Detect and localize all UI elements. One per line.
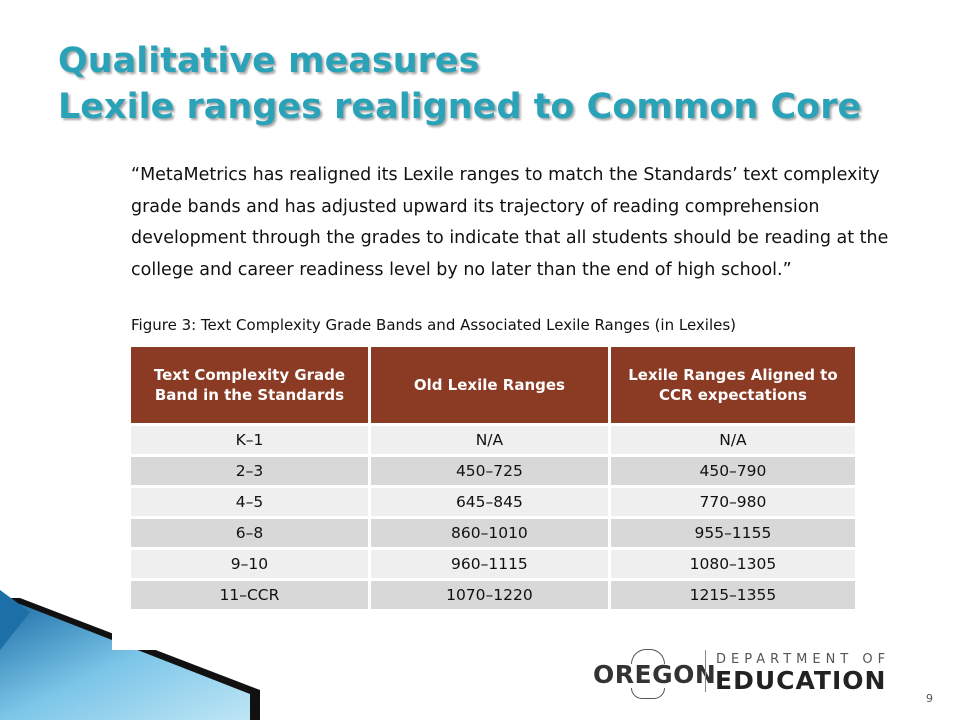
header-grade-band: Text Complexity Grade Band in the Standa…: [131, 347, 368, 423]
logo-department: DEPARTMENT OF: [716, 652, 891, 667]
cell-aligned-range: 955–1155: [610, 519, 855, 547]
header-aligned-ranges: Lexile Ranges Aligned to CCR expectation…: [610, 347, 855, 423]
page-number: 9: [926, 692, 933, 705]
table-row: K–1 N/A N/A: [131, 426, 855, 454]
cell-old-range: N/A: [370, 426, 608, 454]
table-row: 6–8 860–1010 955–1155: [131, 519, 855, 547]
cell-old-range: 860–1010: [370, 519, 608, 547]
cell-old-range: 1070–1220: [370, 581, 608, 609]
quote-text: “MetaMetrics has realigned its Lexile ra…: [131, 165, 889, 280]
slide-title: Qualitative measures Lexile ranges reali…: [58, 38, 918, 130]
logo-education: EDUCATION: [715, 666, 887, 695]
cell-grade-band: 9–10: [131, 550, 368, 578]
title-line-1: Qualitative measures: [58, 41, 480, 81]
cell-old-range: 960–1115: [370, 550, 608, 578]
lexile-table: Text Complexity Grade Band in the Standa…: [128, 344, 858, 612]
title-line-2: Lexile ranges realigned to Common Core: [58, 87, 862, 127]
state-seal-icon-bottom: [631, 688, 665, 699]
logo-oregon: OREGON: [593, 660, 717, 689]
header-old-ranges: Old Lexile Ranges: [370, 347, 608, 423]
cell-grade-band: 2–3: [131, 457, 368, 485]
table-row: 11–CCR 1070–1220 1215–1355: [131, 581, 855, 609]
cell-grade-band: 6–8: [131, 519, 368, 547]
corner-chevron-decoration: [0, 590, 260, 720]
table-row: 9–10 960–1115 1080–1305: [131, 550, 855, 578]
table-row: 4–5 645–845 770–980: [131, 488, 855, 516]
logo-divider: [705, 650, 706, 692]
cell-aligned-range: 450–790: [610, 457, 855, 485]
cell-grade-band: K–1: [131, 426, 368, 454]
table-header-row: Text Complexity Grade Band in the Standa…: [131, 347, 855, 423]
cell-old-range: 450–725: [370, 457, 608, 485]
table-row: 2–3 450–725 450–790: [131, 457, 855, 485]
cell-grade-band: 11–CCR: [131, 581, 368, 609]
cell-aligned-range: 1215–1355: [610, 581, 855, 609]
cell-aligned-range: N/A: [610, 426, 855, 454]
cell-grade-band: 4–5: [131, 488, 368, 516]
cell-aligned-range: 770–980: [610, 488, 855, 516]
figure-caption: Figure 3: Text Complexity Grade Bands an…: [131, 316, 737, 334]
cell-old-range: 645–845: [370, 488, 608, 516]
cell-aligned-range: 1080–1305: [610, 550, 855, 578]
